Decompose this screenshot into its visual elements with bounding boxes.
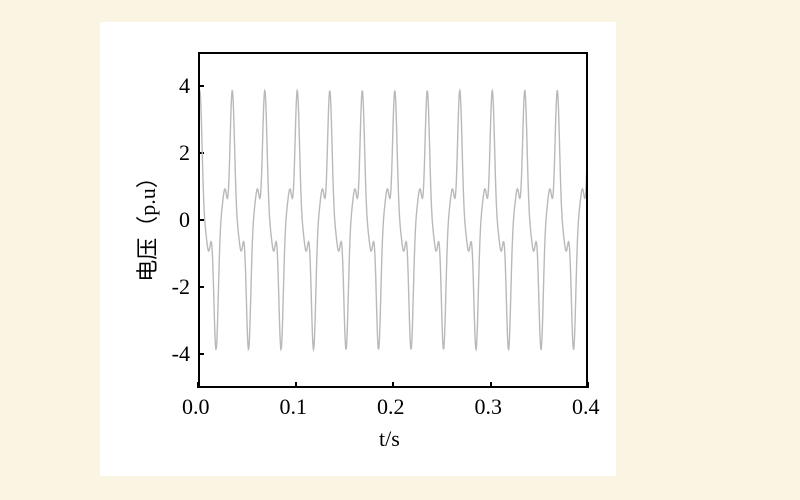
page-background: 0.00.10.20.30.4-4-2024t/s电压（p.u） xyxy=(0,0,800,500)
waveform-line xyxy=(0,0,800,500)
